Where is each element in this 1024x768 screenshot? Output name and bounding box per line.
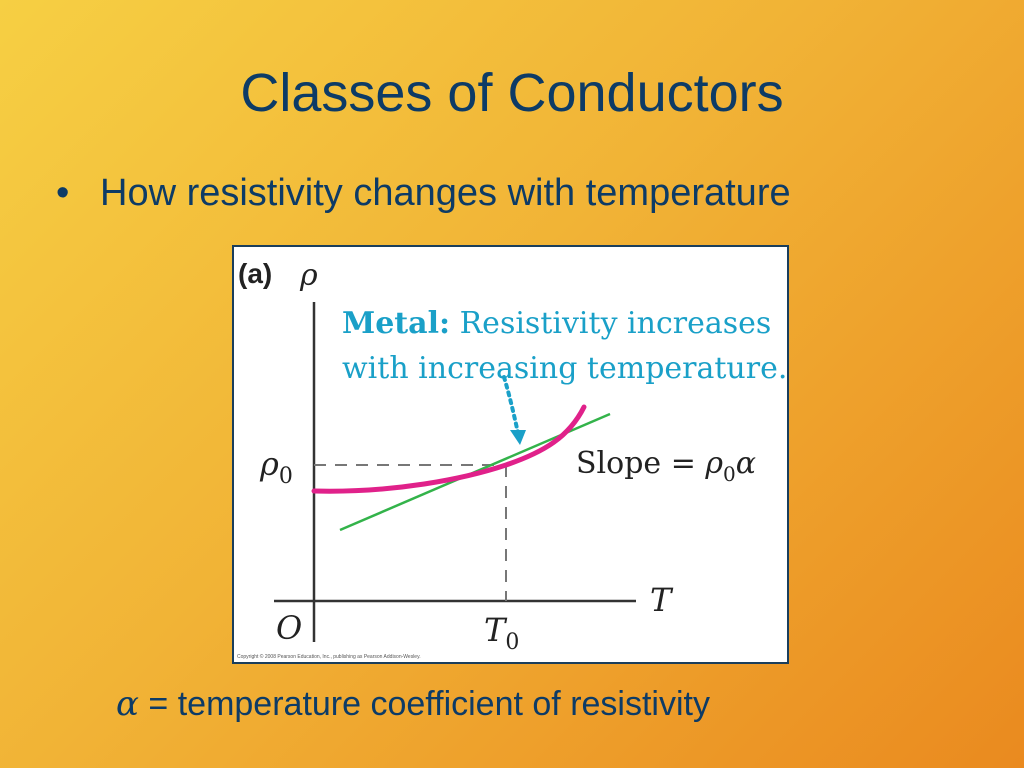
rho0-label: ρ0 — [259, 445, 293, 489]
slope-rho: ρ — [704, 446, 723, 481]
resistivity-curve — [311, 404, 587, 494]
metal-annotation-line2: with increasing temperature. — [342, 351, 787, 386]
origin-label: O — [276, 609, 302, 647]
x-axis-label: T — [650, 581, 674, 619]
metal-annotation-bold: Metal: — [342, 306, 450, 341]
copyright-text: Copyright © 2008 Pearson Education, Inc.… — [237, 653, 421, 660]
t0-sub: 0 — [505, 630, 519, 655]
t0-label: T0 — [484, 611, 519, 655]
alpha-symbol: α — [116, 684, 139, 724]
y-axis-label: ρ — [299, 258, 318, 293]
t0-main: T — [484, 611, 508, 649]
bullet-text: How resistivity changes with temperature — [100, 172, 791, 214]
slope-alpha: α — [736, 446, 756, 481]
slope-label: Slope = ρ0α — [576, 446, 756, 486]
metal-annotation-text: Resistivity increases — [450, 306, 771, 341]
resistivity-diagram: (a) ρ Metal: Resistivity increases with … — [237, 258, 787, 660]
panel-label: (a) — [238, 258, 272, 289]
slope-text: Slope = — [576, 446, 705, 481]
metal-annotation-line1: Metal: Resistivity increases — [342, 306, 771, 341]
alpha-definition: α = temperature coefficient of resistivi… — [116, 684, 710, 724]
alpha-definition-text: = temperature coefficient of resistivity — [138, 685, 710, 723]
bullet-item: • How resistivity changes with temperatur… — [56, 172, 791, 215]
rho0-main: ρ — [259, 445, 279, 483]
slope-sub: 0 — [723, 462, 736, 486]
annotation-arrowhead — [510, 430, 526, 445]
slide-title: Classes of Conductors — [240, 63, 784, 123]
bullet-marker: • — [56, 172, 70, 214]
rho0-sub: 0 — [279, 464, 293, 489]
resistivity-figure: (a) ρ Metal: Resistivity increases with … — [232, 245, 789, 664]
